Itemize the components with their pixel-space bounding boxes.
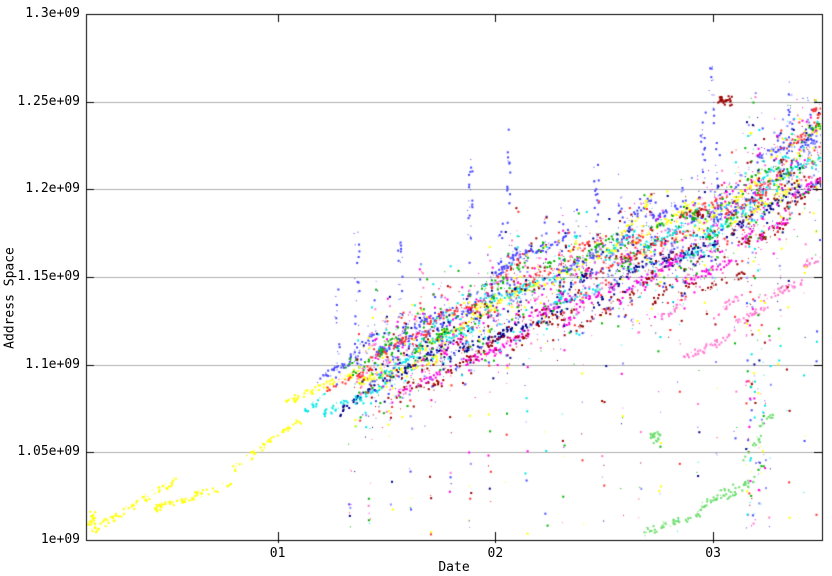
y-tick-label: 1e+09 <box>40 532 80 547</box>
y-tick-label: 1.1e+09 <box>25 356 80 372</box>
x-axis-title: Date <box>438 560 470 575</box>
x-tick-label: 03 <box>705 546 721 561</box>
y-tick-label: 1.2e+09 <box>25 181 80 197</box>
y-tick-label: 1.05e+09 <box>17 444 80 460</box>
y-tick-label: 1.15e+09 <box>17 269 80 284</box>
y-tick-label: 1.25e+09 <box>17 93 80 109</box>
x-tick-label: 01 <box>269 546 286 561</box>
y-tick-label: 1.3e+09 <box>25 6 80 21</box>
y-axis-title: Address Space <box>2 247 18 349</box>
x-tick-label: 02 <box>487 546 504 561</box>
